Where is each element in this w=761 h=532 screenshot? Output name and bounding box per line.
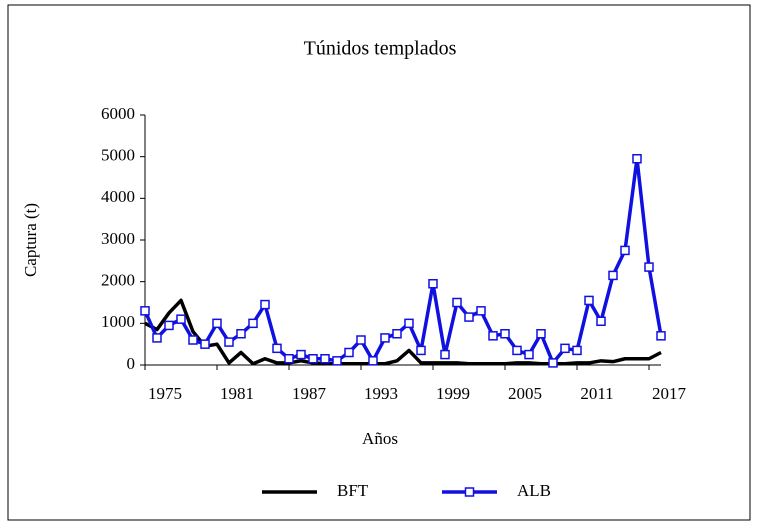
series-marker: [188, 335, 198, 345]
x-tick-label: 1981: [220, 384, 254, 403]
series-marker: [596, 316, 606, 326]
series-marker: [320, 354, 330, 364]
y-tick-label: 1000: [101, 312, 135, 331]
series-marker: [548, 358, 558, 368]
series-marker: [260, 299, 270, 310]
series-marker: [464, 312, 474, 322]
x-tick-label: 2017: [652, 384, 687, 403]
series-marker: [644, 262, 654, 272]
series-marker: [560, 343, 570, 354]
series-marker: [452, 297, 462, 308]
series-marker: [632, 154, 642, 164]
series-marker: [368, 356, 378, 366]
legend-marker: [464, 487, 475, 497]
series-marker: [344, 347, 354, 358]
y-tick-label: 3000: [101, 229, 135, 248]
series-marker: [272, 343, 282, 354]
series-marker: [656, 331, 666, 341]
series-marker: [284, 354, 294, 364]
series-marker: [140, 306, 150, 316]
series-line: [144, 298, 662, 366]
series-marker: [620, 245, 630, 256]
series-marker: [308, 354, 318, 364]
series-marker: [248, 318, 258, 329]
x-tick-label: 1975: [148, 384, 182, 403]
series-marker: [416, 345, 426, 356]
series-marker: [572, 345, 582, 356]
series-marker: [608, 270, 618, 281]
x-tick-label: 1993: [364, 384, 398, 403]
y-tick-label: 6000: [101, 104, 135, 123]
series-marker: [200, 339, 210, 349]
series-marker: [536, 329, 546, 339]
legend-label: ALB: [517, 481, 551, 500]
y-tick-label: 2000: [101, 271, 135, 290]
series-marker: [440, 349, 450, 360]
series-marker: [236, 329, 246, 339]
legend-label: BFT: [337, 481, 369, 500]
series-marker: [488, 331, 498, 341]
series-marker: [356, 335, 366, 345]
series-marker: [164, 320, 174, 331]
x-tick-label: 1987: [292, 384, 327, 403]
x-tick-label: 2011: [580, 384, 613, 403]
series-marker: [380, 333, 390, 343]
series-marker: [476, 306, 486, 316]
chart-frame: [7, 4, 751, 521]
y-tick-label: 4000: [101, 187, 135, 206]
series-marker: [500, 329, 510, 339]
series-marker: [584, 295, 594, 306]
series-marker: [152, 333, 162, 343]
series-marker: [296, 349, 306, 360]
y-tick-label: 5000: [101, 146, 135, 165]
x-tick-label: 1999: [436, 384, 470, 403]
series-marker: [512, 345, 522, 356]
series-marker: [212, 318, 222, 329]
series-marker: [404, 318, 414, 329]
x-tick-label: 2005: [508, 384, 542, 403]
series-marker: [524, 349, 534, 360]
y-axis-label: Captura (t): [21, 203, 40, 277]
chart-title: Túnidos templados: [304, 38, 457, 60]
series-marker: [176, 314, 186, 324]
series-marker: [332, 356, 342, 366]
series-marker: [392, 329, 402, 339]
y-tick-label: 0: [127, 354, 136, 373]
series-marker: [224, 337, 234, 347]
x-axis-label: Años: [362, 429, 398, 448]
series-marker: [428, 279, 438, 289]
